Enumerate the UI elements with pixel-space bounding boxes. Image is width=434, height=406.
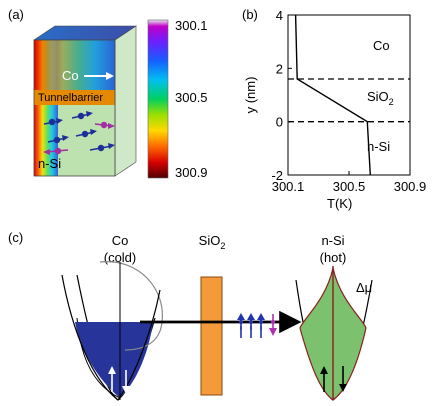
co-exchange-split-band <box>99 261 163 351</box>
x-axis-label: T(K) <box>327 196 352 211</box>
co-label: Co <box>62 68 79 83</box>
tunnel-barrier-layer <box>34 90 115 105</box>
n-si-label: n-Si <box>38 156 61 171</box>
spin-packet <box>237 313 277 338</box>
co-name: Co <box>112 233 129 248</box>
panel-c-label: (c) <box>8 230 23 245</box>
cube-side <box>114 25 137 177</box>
region-label-n-si: n-Si <box>367 139 390 154</box>
spin-accumulation-label: Δμ <box>356 280 372 295</box>
y-tick-label-0: -2 <box>271 168 283 183</box>
y-tick-label-3: 4 <box>276 8 283 23</box>
spin-arrows <box>43 111 115 155</box>
colorbar-bottom-label: 300.9 <box>175 165 208 180</box>
co-filled-states <box>75 322 153 398</box>
sio2-name: SiO2 <box>199 233 226 251</box>
y-tick-label-2: 2 <box>276 61 283 76</box>
colorbar <box>147 19 169 179</box>
panel-b-label: (b) <box>242 7 258 22</box>
panel-b: (b) Co SiO2 n-Si T(K) y (nm) 300.1 300.5 3… <box>242 7 426 211</box>
temperature-profile-line <box>294 14 371 176</box>
colorbar-top-label: 300.1 <box>175 18 208 33</box>
n-si-state: (hot) <box>320 250 347 265</box>
plot-frame <box>287 14 411 176</box>
interface-dashed-lines <box>288 78 410 123</box>
tunnel-barrier-label: Tunnelbarrier <box>38 92 103 104</box>
panel-c: (c) Co (cold) SiO2 <box>8 230 373 401</box>
panel-a: (a) Co Tunnelbarrier n-Si <box>8 7 208 180</box>
cube-front-outline <box>33 39 116 177</box>
region-label-co: Co <box>373 38 390 53</box>
x-tick-label-1: 300.5 <box>333 179 366 194</box>
y-axis-label: y (nm) <box>243 77 258 114</box>
n-si-name: n-Si <box>321 233 344 248</box>
panel-a-label: (a) <box>8 7 24 22</box>
x-tick-label-0: 300.1 <box>272 179 305 194</box>
colorbar-mid-label: 300.5 <box>175 90 208 105</box>
y-tick-label-1: 0 <box>276 115 283 130</box>
x-tick-label-2: 300.9 <box>394 179 427 194</box>
sio2-tunnel-barrier <box>200 276 223 396</box>
tick-marks <box>287 14 411 176</box>
region-label-sio2: SiO2 <box>367 89 394 107</box>
